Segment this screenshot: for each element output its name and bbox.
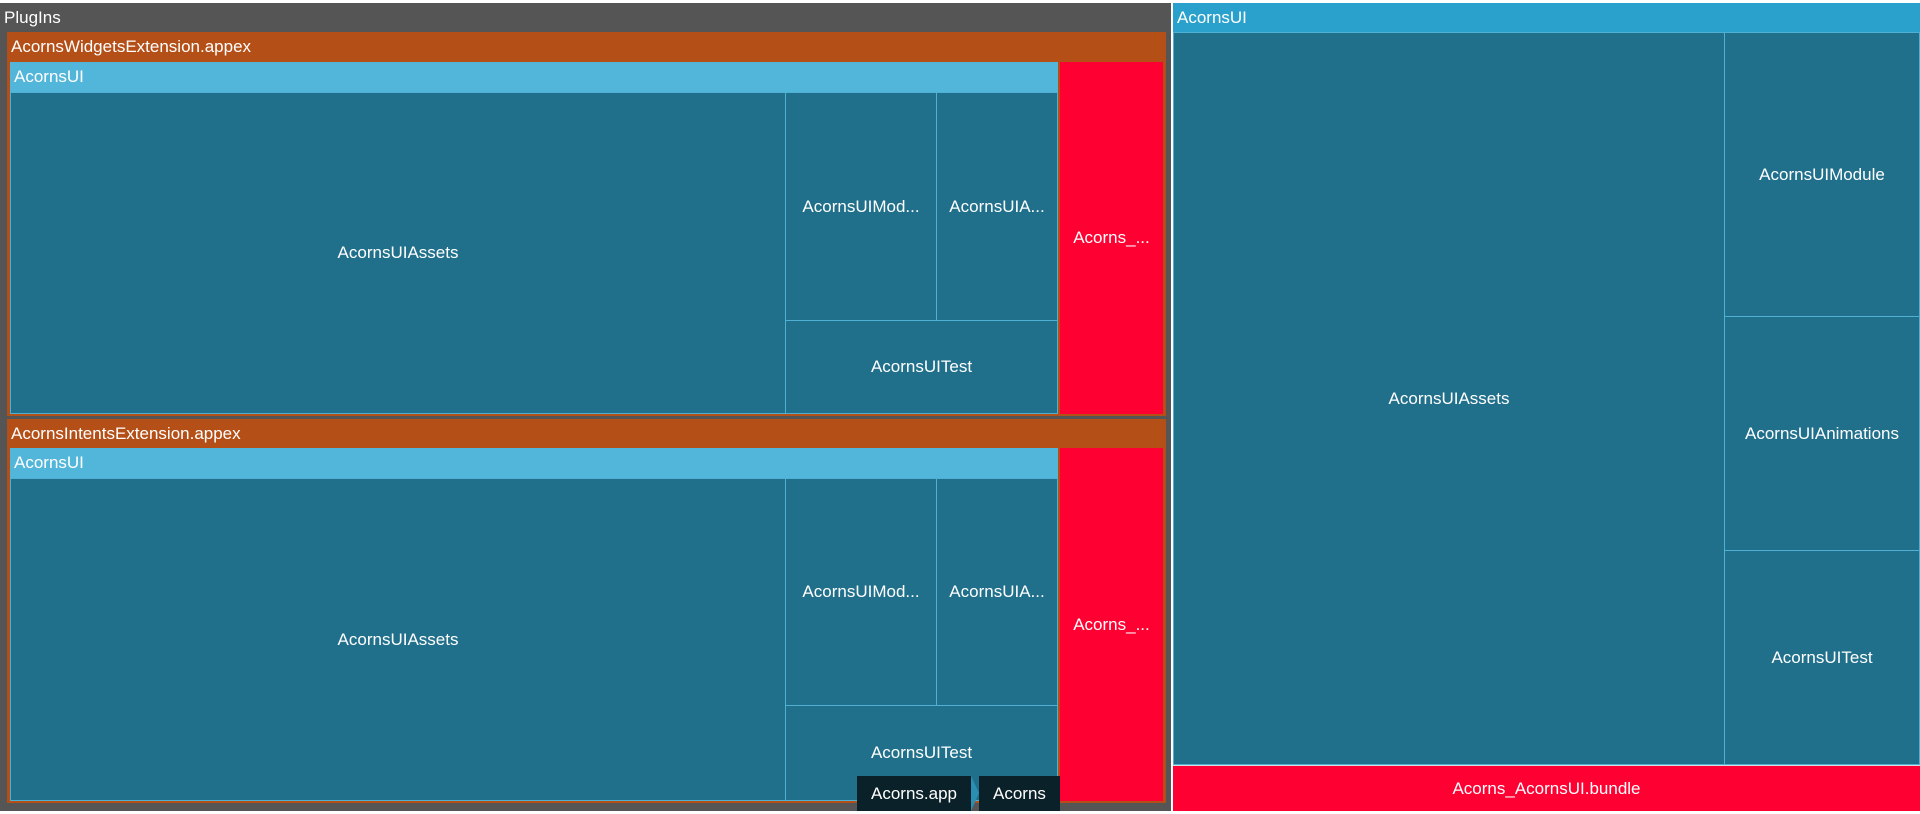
cell-test[interactable]: AcornsUITest [785,320,1058,414]
appex-header: AcornsWidgetsExtension.appex [11,37,252,56]
cell-module[interactable]: AcornsUIMod... [785,92,937,321]
cell-bundle[interactable]: Acorns_... [1060,62,1163,414]
appex-header: AcornsIntentsExtension.appex [11,424,241,443]
cell-module[interactable]: AcornsUIMod... [785,478,937,706]
cell-assets[interactable]: AcornsUIAssets [10,478,786,801]
right-cell-bundle[interactable]: Acorns_AcornsUI.bundle [1173,765,1920,811]
module-header[interactable]: AcornsUI [10,448,1058,478]
plugins-header: PlugIns [4,8,61,27]
module-header[interactable]: AcornsUI [10,62,1058,92]
right-module-header[interactable]: AcornsUI [1173,3,1920,32]
cell-bundle[interactable]: Acorns_... [1060,448,1163,801]
right-cell-test[interactable]: AcornsUITest [1724,550,1920,765]
chevron-right-icon [971,776,979,811]
cell-animations[interactable]: AcornsUIA... [936,478,1058,706]
breadcrumb: Acorns.app Acorns [857,776,1060,811]
right-cell-assets[interactable]: AcornsUIAssets [1173,32,1725,765]
cell-animations[interactable]: AcornsUIA... [936,92,1058,321]
cell-assets[interactable]: AcornsUIAssets [10,92,786,414]
right-cell-module[interactable]: AcornsUIModule [1724,32,1920,317]
right-cell-animations[interactable]: AcornsUIAnimations [1724,316,1920,551]
breadcrumb-item[interactable]: Acorns.app [857,776,971,811]
breadcrumb-item[interactable]: Acorns [979,776,1060,811]
